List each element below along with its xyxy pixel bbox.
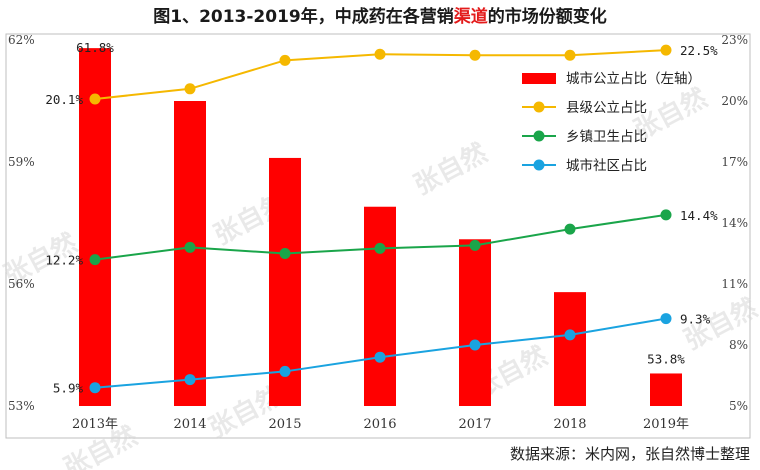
county-line-point [279,54,291,66]
legend-label: 城市社区占比 [566,157,647,174]
town-line-point [660,209,672,221]
county-line-point [374,48,386,60]
category-label: 2016 [363,417,396,432]
legend-marker [533,159,545,171]
community-line-point [374,351,386,363]
county-line-data-label: 20.1% [45,92,83,107]
plot-frame [5,33,751,439]
town-line-point [89,254,101,266]
data-labels: 61.8% 53.8% 20.1% 22.5% 12.2% 14.4% 5.9% 9.3% [45,40,718,396]
bar [364,206,396,406]
legend-label: 乡镇卫生占比 [566,129,647,145]
category-label: 2015 [268,417,301,432]
right-tick-label: 17% [721,155,748,169]
right-tick-label: 11% [721,277,748,291]
community-line-point [660,313,672,325]
bar-data-label: 53.8% [647,351,685,366]
bar [174,101,206,406]
left-axis: 53% 56% 59% 62% [8,33,35,413]
category-label: 2017 [458,417,491,432]
right-tick-label: 14% [721,216,748,230]
left-tick-label: 62% [8,33,35,47]
watermark: 张自然 [409,137,492,201]
category-label: 2013年 [72,417,118,432]
chart-title: 图1、2013-2019年，中成药在各营销渠道的市场份额变化 [153,6,607,27]
community-line-data-label: 5.9% [53,381,84,396]
right-tick-label: 8% [729,338,748,352]
bar [269,157,301,406]
category-label: 2019年 [643,417,689,432]
town-line-point [279,248,291,259]
bar-series [79,48,682,407]
chart-title-highlight: 渠道 [453,6,488,27]
county-line-point [89,93,101,105]
legend-bar-swatch [522,73,556,84]
left-tick-label: 53% [8,399,35,413]
town-line-point [469,239,481,251]
community-line-point [184,374,196,386]
community-line-data-label: 9.3% [680,312,711,327]
town-line-data-label: 14.4% [680,208,718,223]
line-series [89,44,672,394]
right-tick-label: 20% [721,94,748,108]
chart-title-after: 的市场份额变化 [488,6,607,27]
county-line-data-label: 22.5% [680,43,718,58]
community-line-point [279,365,291,377]
town-line-point [374,242,386,254]
legend-label: 县级公立占比 [566,100,647,116]
county-line-point [564,49,576,61]
legend-label: 城市公立占比（左轴） [566,70,701,87]
bar [650,373,682,406]
left-tick-label: 59% [8,155,35,169]
left-tick-label: 56% [8,277,35,291]
county-line-point [469,49,481,61]
town-line-point [564,223,576,235]
county-line-point [184,83,196,95]
legend-marker [533,130,545,142]
source-note: 数据来源：米内网，张自然博士整理 [510,445,750,463]
bar-data-label: 61.8% [76,40,114,55]
community-line-point [564,329,576,341]
chart-title-before: 图1、2013-2019年，中成药在各营销 [153,6,454,27]
bar [79,48,111,407]
community-line-point [89,382,101,394]
right-tick-label: 23% [721,33,748,47]
right-tick-label: 5% [729,399,748,413]
town-line-point [184,241,196,253]
county-line-point [660,44,672,56]
category-axis: 2013年 2014 2015 2016 2017 2018 2019年 [72,417,689,432]
right-axis: 5% 8% 11% 14% 17% 20% 23% [721,33,748,413]
town-line-data-label: 12.2% [45,253,83,268]
legend-marker [533,101,545,113]
category-label: 2014 [173,417,206,432]
bar [459,239,491,406]
community-line-point [469,339,481,351]
bar [554,292,586,406]
category-label: 2018 [553,417,586,432]
